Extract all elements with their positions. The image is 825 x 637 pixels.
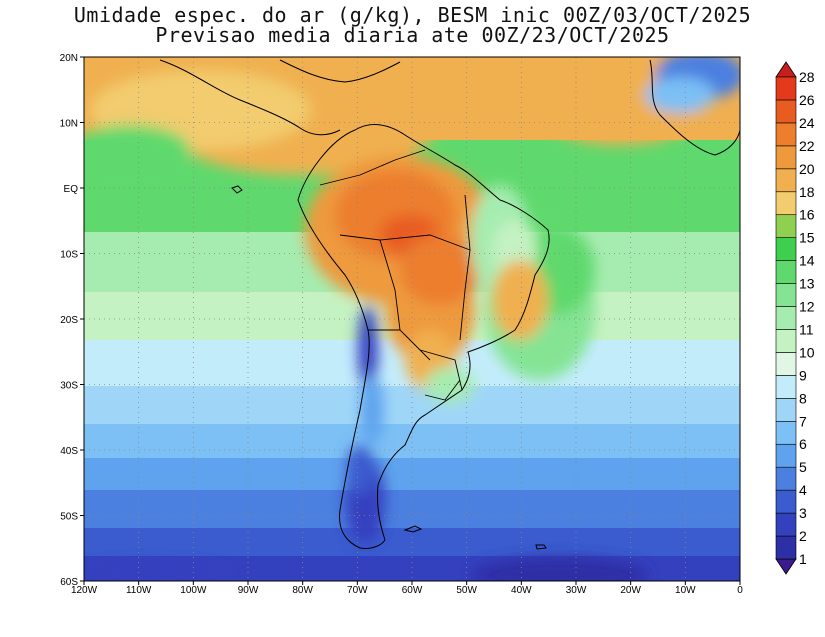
colorbar-label: 14	[799, 253, 815, 269]
colorbar-label: 1	[799, 551, 807, 567]
lon-label: 120W	[71, 585, 98, 596]
colorbar-swatch	[775, 375, 797, 399]
colorbar-label: 10	[799, 344, 815, 360]
colorbar-swatch	[775, 283, 797, 307]
colorbar-label: 5	[799, 459, 807, 475]
lon-label: 90W	[238, 585, 259, 596]
colorbar-label: 4	[799, 482, 807, 498]
colorbar-swatch	[775, 420, 797, 445]
colorbar-swatch	[775, 99, 797, 124]
lon-label: 100W	[180, 585, 207, 596]
colorbar-label: 26	[799, 92, 815, 108]
colorbar-swatch	[775, 145, 797, 170]
lat-label: 50S	[60, 512, 78, 523]
lon-label: 40W	[511, 585, 532, 596]
lat-label: 10N	[60, 119, 78, 130]
colorbar-swatch	[775, 168, 797, 193]
colorbar-label: 16	[799, 207, 815, 223]
lat-label: EQ	[64, 184, 79, 195]
colorbar-swatch	[775, 352, 797, 376]
longitude-labels: 120W 110W 100W 90W 80W 70W 60W 50W 40W 30W 20W 10W 0	[71, 581, 743, 596]
colorbar-label: 20	[799, 161, 815, 177]
map-subtitle: Previsao media diaria ate 00Z/23/OCT/202…	[155, 23, 670, 47]
lon-label: 30W	[566, 585, 587, 596]
colorbar-swatch	[775, 76, 797, 101]
colorbar-label: 24	[799, 115, 815, 131]
lat-label: 20N	[60, 53, 78, 64]
map-title: Umidade espec. do ar (g/kg), BESM inic 0…	[73, 3, 752, 27]
colorbar-swatch	[775, 466, 797, 491]
colorbar-min-arrow	[775, 558, 797, 575]
colorbar-swatch	[775, 122, 797, 147]
colorbar-label: 3	[799, 505, 807, 521]
lat-label: 10S	[60, 250, 78, 261]
colorbar-label: 12	[799, 299, 815, 315]
lon-label: 70W	[347, 585, 368, 596]
lon-label: 50W	[456, 585, 477, 596]
colorbar-label: 18	[799, 184, 815, 200]
colorbar-label: 8	[799, 390, 807, 406]
colorbar-label: 2	[799, 528, 807, 544]
colorbar-swatch	[775, 535, 797, 560]
lat-label: 60S	[60, 577, 78, 588]
lon-label: 0	[737, 585, 743, 596]
colorbar-label: 9	[799, 367, 807, 383]
colorbar-swatch	[775, 443, 797, 468]
colorbar-swatch	[775, 329, 797, 353]
colorbar-label: 15	[799, 230, 815, 246]
lon-label: 10W	[675, 585, 696, 596]
colorbar-max-arrow	[775, 61, 797, 78]
coastlines	[159, 59, 740, 550]
lat-label: 40S	[60, 446, 78, 457]
colorbar-label: 11	[799, 321, 814, 337]
colorbar-label: 28	[799, 69, 815, 85]
colorbar-label: 22	[799, 138, 815, 154]
country-borders	[319, 149, 471, 401]
colorbar-label: 7	[799, 413, 807, 429]
colorbar-swatch	[775, 306, 797, 330]
colorbar-swatch	[775, 260, 797, 284]
lon-label: 110W	[126, 585, 152, 596]
colorbar-label: 13	[799, 276, 815, 292]
colorbar-swatch	[775, 191, 797, 216]
lon-label: 80W	[292, 585, 313, 596]
colorbar-swatch	[775, 237, 797, 261]
latitude-labels: 20N 10N EQ 10S 20S 30S 40S 50S 60S	[60, 53, 84, 588]
colorbar-swatch	[775, 512, 797, 537]
colorbar-label: 6	[799, 436, 807, 452]
humidity-field	[84, 57, 740, 581]
colorbar-swatch	[775, 398, 797, 422]
colorbar-swatch	[775, 214, 797, 238]
colorbar-swatch	[775, 489, 797, 514]
lat-label: 20S	[60, 315, 78, 326]
lat-label: 30S	[60, 381, 78, 392]
lon-label: 60W	[402, 585, 423, 596]
lon-label: 20W	[620, 585, 641, 596]
